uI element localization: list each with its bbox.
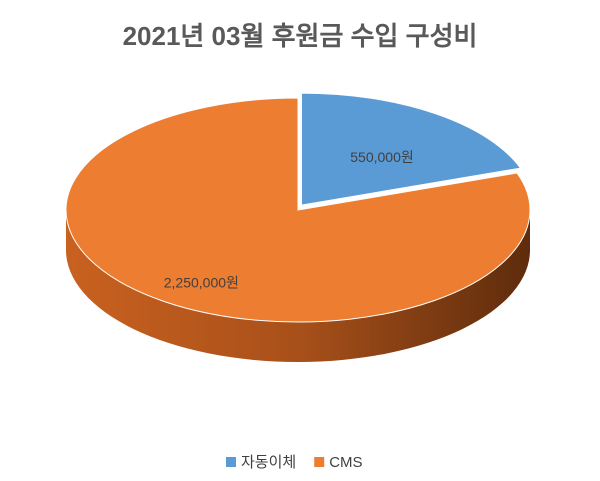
- chart-title: 2021년 03월 후원금 수입 구성비: [123, 21, 478, 51]
- pie-side: [66, 210, 530, 362]
- data-label: 550,000원: [350, 149, 414, 165]
- data-label: 2,250,000원: [164, 274, 239, 290]
- legend-swatch: [314, 457, 325, 467]
- legend-swatch: [226, 457, 236, 467]
- pie-slice: [300, 92, 522, 206]
- pie-slice: [65, 97, 531, 323]
- legend-label: 자동이체: [241, 454, 296, 471]
- legend-label: CMS: [329, 454, 362, 471]
